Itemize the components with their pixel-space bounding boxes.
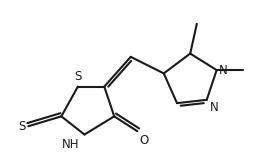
Text: N: N	[219, 64, 228, 77]
Text: N: N	[209, 101, 218, 114]
Text: O: O	[139, 134, 148, 147]
Text: S: S	[74, 70, 81, 83]
Text: NH: NH	[62, 139, 80, 152]
Text: S: S	[18, 120, 26, 133]
